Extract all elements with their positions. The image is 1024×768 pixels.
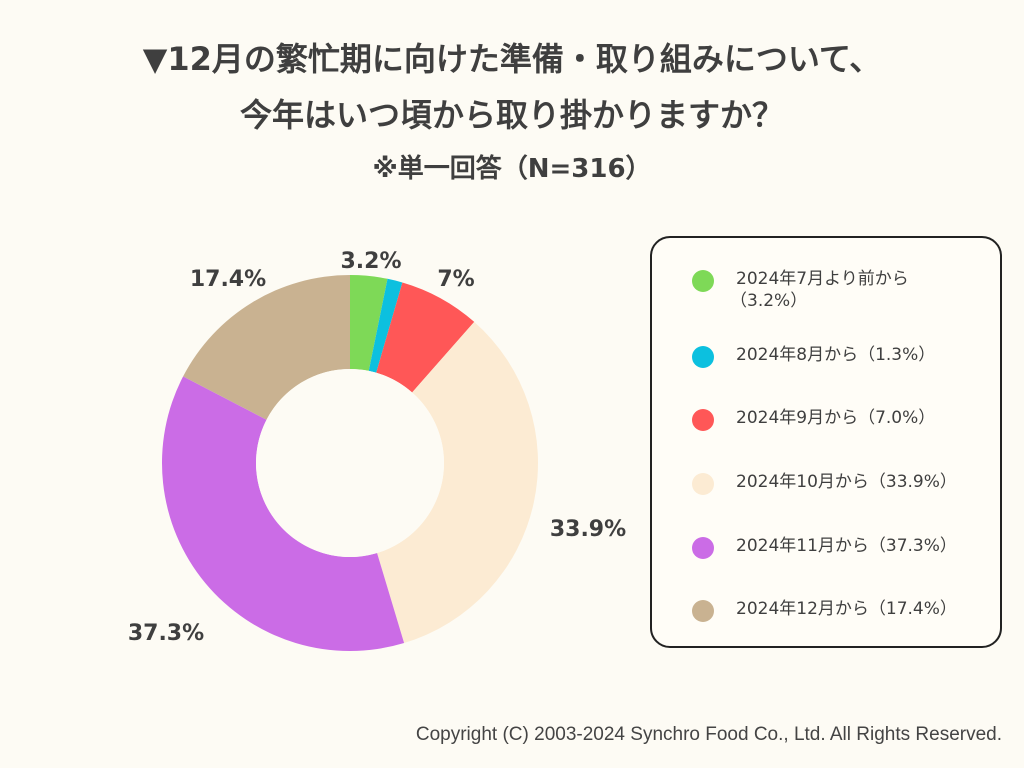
slice-data-label-2: 7% <box>437 267 474 292</box>
legend-label-5: 2024年12月から（17.4%） <box>736 599 957 619</box>
donut-slice-3 <box>377 321 538 644</box>
chart-title-line-2: 今年はいつ頃から取り掛かりますか？ <box>239 96 784 134</box>
legend-label-1: 2024年8月から（1.3%） <box>736 345 936 365</box>
chart-subtitle: ※単一回答（N=316） <box>372 154 652 184</box>
legend-swatch-1 <box>692 346 714 368</box>
legend-label-2: 2024年9月から（7.0%） <box>736 408 936 428</box>
slice-data-label-3: 33.9% <box>550 517 626 542</box>
donut-slice-5 <box>183 275 350 420</box>
legend-label-0-pct: （3.2%） <box>730 291 808 311</box>
legend-swatch-3 <box>692 473 714 495</box>
donut-slice-2 <box>376 282 475 393</box>
donut-slice-1 <box>368 278 403 373</box>
slice-data-label-0: 3.2% <box>340 249 401 274</box>
chart-title-line-1: ▼12月の繁忙期に向けた準備・取り組みについて、 <box>142 40 882 78</box>
legend-swatch-0 <box>692 270 714 292</box>
legend-label-4: 2024年11月から（37.3%） <box>736 536 957 556</box>
copyright-notice: Copyright (C) 2003-2024 Synchro Food Co.… <box>415 724 1002 745</box>
legend-label-3: 2024年10月から（33.9%） <box>736 472 957 492</box>
donut-slice-4 <box>162 376 405 651</box>
slice-data-label-5: 17.4% <box>190 267 266 292</box>
donut-slice-0 <box>350 275 388 371</box>
legend-label-0: 2024年7月より前から <box>736 269 909 289</box>
legend-swatch-2 <box>692 409 714 431</box>
legend-swatch-5 <box>692 600 714 622</box>
chart-legend: 2024年7月より前から （3.2%） 2024年8月から（1.3%） 2024… <box>650 236 1002 648</box>
slice-data-label-4: 37.3% <box>128 621 204 646</box>
donut-hole <box>256 369 444 557</box>
legend-swatch-4 <box>692 537 714 559</box>
